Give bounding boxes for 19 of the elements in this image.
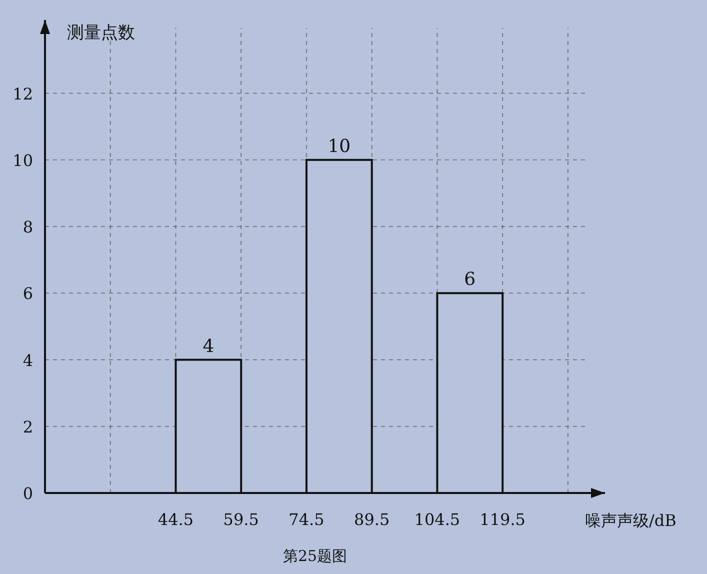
- y-tick-label: 0: [22, 484, 33, 503]
- x-tick-label: 89.5: [354, 510, 390, 529]
- y-axis-title: 测量点数: [67, 23, 135, 43]
- y-tick-label: 6: [22, 284, 33, 304]
- y-tick-label: 12: [12, 84, 33, 104]
- x-tick-label: 119.5: [480, 510, 526, 529]
- x-tick-label: 59.5: [223, 510, 259, 529]
- text: 第25题图: [282, 547, 348, 565]
- x-tick-label: 44.5: [158, 510, 194, 529]
- data-label: 4: [202, 336, 214, 357]
- x-axis-title: 噪声声级/dB: [585, 511, 676, 530]
- x-tick-label: 74.5: [288, 510, 324, 529]
- data-label: 6: [464, 269, 476, 290]
- x-tick-label: 104.5: [414, 510, 460, 529]
- y-tick-label: 2: [22, 417, 33, 436]
- y-tick-label: 4: [22, 350, 33, 370]
- y-tick-label: 8: [22, 218, 33, 237]
- y-tick-label: 10: [12, 150, 33, 170]
- data-label: 10: [328, 136, 351, 157]
